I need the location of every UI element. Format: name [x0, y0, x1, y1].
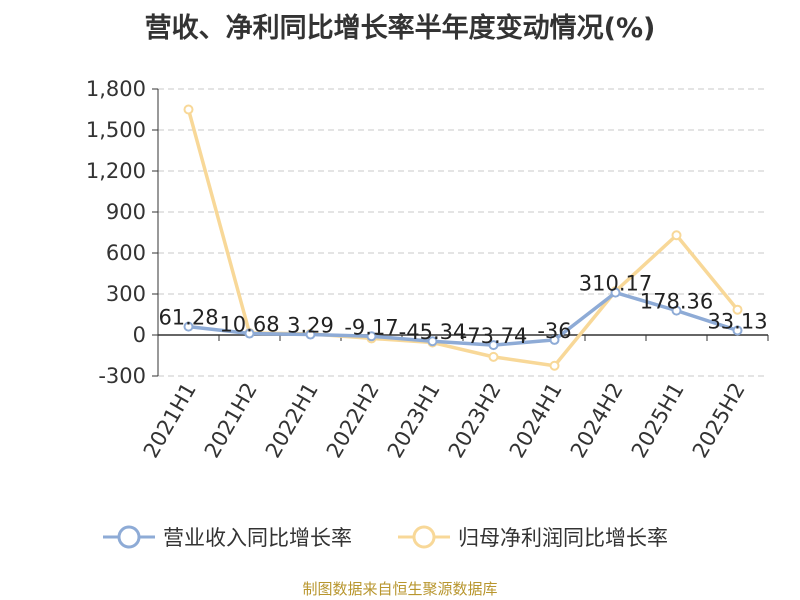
data-point-0 [488, 340, 499, 351]
data-label: -9.17 [344, 315, 398, 339]
data-point-0 [427, 336, 438, 347]
data-label: 178.36 [640, 290, 713, 314]
data-label: -36 [537, 319, 571, 343]
x-tick-label: 2021H1 [139, 379, 201, 463]
data-point-0 [671, 305, 682, 316]
data-label: -73.74 [460, 324, 528, 348]
data-point-0 [366, 331, 377, 342]
x-tick-label: 2025H2 [688, 379, 750, 463]
x-tick-label: 2024H1 [505, 379, 567, 463]
y-tick-label: 300 [106, 282, 146, 306]
y-tick-label: 1,500 [86, 118, 146, 142]
data-point-0 [732, 325, 743, 336]
data-point-1 [183, 104, 194, 115]
data-label: 61.28 [158, 306, 218, 330]
chart-title: 营收、净利同比增长率半年度变动情况(%) [144, 13, 656, 44]
legend-revenue-symbol [103, 525, 155, 549]
y-tick-label: 600 [106, 241, 146, 265]
line-chart: 1,800 1,500 1,200 900 600 300 0 -3002021H12021H… [86, 77, 769, 463]
source-note: 制图数据来自恒生聚源数据库 [302, 580, 498, 598]
data-point-1 [549, 360, 560, 371]
data-point-0 [305, 329, 316, 340]
legend-profit-label: 归母净利润同比增长率 [458, 526, 668, 550]
data-label: -45.34 [399, 320, 467, 344]
data-point-1 [488, 351, 499, 362]
data-point-0 [183, 321, 194, 332]
y-tick-label: -300 [98, 364, 146, 388]
legend-item-profit[interactable]: 归母净利润同比增长率 [398, 522, 668, 552]
data-label: 310.17 [579, 272, 652, 296]
legend-revenue-label: 营业收入同比增长率 [163, 526, 352, 550]
x-tick-label: 2022H1 [261, 379, 323, 463]
data-point-0 [244, 328, 255, 339]
y-tick-label: 0 [133, 323, 146, 347]
data-label: 33.13 [707, 309, 767, 333]
y-tick-label: 1,800 [86, 77, 146, 101]
series-line-0 [188, 290, 739, 347]
x-tick-label: 2023H2 [444, 379, 506, 463]
x-tick-label: 2024H2 [566, 379, 628, 463]
data-point-0 [549, 334, 560, 345]
x-tick-label: 2025H1 [627, 379, 689, 463]
y-tick-label: 1,200 [86, 159, 146, 183]
legend-profit-symbol [398, 525, 450, 549]
chart-legend: 营业收入同比增长率 归母净利润同比增长率 [0, 522, 800, 552]
data-point-0 [610, 287, 621, 298]
data-point-1 [671, 230, 682, 241]
data-point-1 [732, 304, 743, 315]
x-tick-label: 2021H2 [200, 379, 262, 463]
data-label: 10.68 [219, 313, 279, 337]
x-tick-label: 2022H2 [322, 379, 384, 463]
x-tick-label: 2023H1 [383, 379, 445, 463]
data-label: 3.29 [287, 314, 334, 338]
legend-item-revenue[interactable]: 营业收入同比增长率 [103, 522, 352, 552]
y-tick-label: 900 [106, 200, 146, 224]
